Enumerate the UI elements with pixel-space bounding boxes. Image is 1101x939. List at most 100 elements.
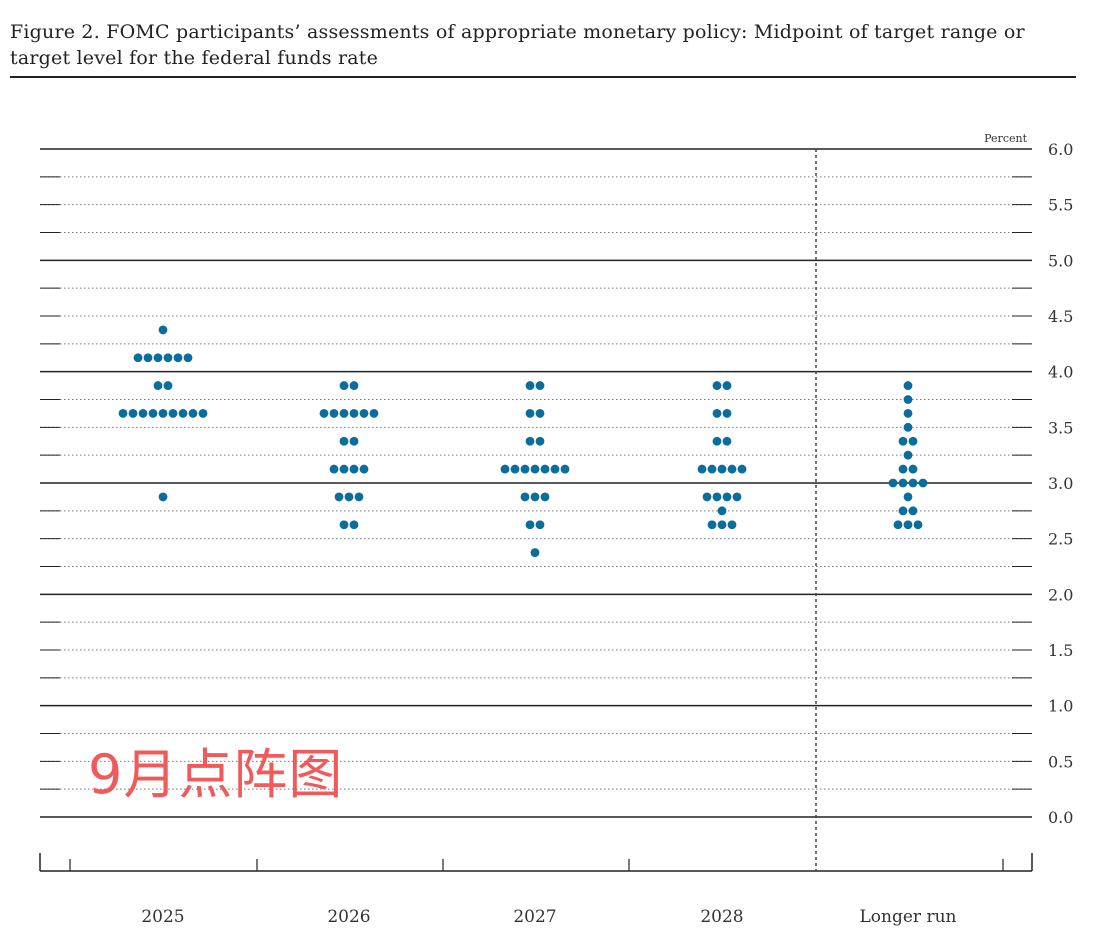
dot-longer-run: [888, 478, 898, 488]
dot-2025: [148, 409, 158, 418]
dot-2025: [158, 492, 168, 502]
y-tick-label: 3.5: [1048, 418, 1073, 437]
x-tick-label: 2026: [327, 907, 370, 927]
figure-title: Figure 2. FOMC participants’ assessments…: [10, 21, 1025, 69]
dot-2027: [535, 381, 545, 390]
dot-2025: [153, 353, 163, 363]
dot-2027: [525, 409, 535, 418]
dot-2027: [500, 464, 510, 474]
y-tick-label: 4.5: [1048, 307, 1073, 326]
y-tick-label: 4.0: [1048, 363, 1073, 382]
dot-2026: [344, 492, 354, 502]
dot-2028: [727, 464, 737, 474]
dot-2027: [525, 381, 535, 390]
dot-2027: [520, 464, 530, 474]
dot-2025: [163, 381, 173, 390]
dot-2026: [349, 436, 359, 446]
y-tick-label: 5.0: [1048, 251, 1073, 270]
y-tick-label: 2.5: [1048, 530, 1073, 549]
y-axis-unit-label: Percent: [984, 132, 1027, 145]
dot-2028: [717, 464, 727, 474]
y-tick-label: 0.0: [1048, 808, 1073, 827]
dot-longer-run: [903, 450, 913, 460]
dot-2026: [349, 409, 359, 418]
dot-longer-run: [898, 436, 908, 446]
dot-2026: [354, 492, 364, 502]
dot-2027: [550, 464, 560, 474]
dot-2028: [722, 409, 732, 418]
dot-2028: [712, 492, 722, 502]
y-tick-label: 0.5: [1048, 752, 1073, 771]
dot-2025: [118, 409, 128, 418]
dot-2025: [158, 325, 168, 335]
dot-2025: [178, 409, 188, 418]
dot-2025: [128, 409, 138, 418]
dot-2025: [133, 353, 143, 363]
dot-longer-run: [903, 381, 913, 390]
y-tick-label: 5.5: [1048, 196, 1073, 215]
dot-2027: [540, 492, 550, 502]
dot-2027: [560, 464, 570, 474]
dot-2028: [722, 436, 732, 446]
dot-2027: [525, 436, 535, 446]
dot-2028: [707, 520, 717, 530]
dot-longer-run: [903, 409, 913, 418]
dot-2027: [535, 520, 545, 530]
dot-2026: [339, 520, 349, 530]
dot-2025: [183, 353, 193, 363]
y-tick-label: 3.0: [1048, 474, 1073, 493]
x-tick-label: 2028: [700, 907, 743, 927]
dot-longer-run: [903, 395, 913, 404]
dot-2026: [349, 381, 359, 390]
dot-longer-run: [908, 506, 918, 516]
dot-2026: [319, 409, 329, 418]
dot-2028: [702, 492, 712, 502]
dot-2026: [339, 436, 349, 446]
dot-2028: [727, 520, 737, 530]
dot-longer-run: [913, 520, 923, 530]
dot-2025: [158, 409, 168, 418]
dot-2026: [329, 464, 339, 474]
dot-2027: [540, 464, 550, 474]
dot-2026: [369, 409, 379, 418]
dot-longer-run: [908, 478, 918, 488]
dot-2027: [510, 464, 520, 474]
dot-2026: [359, 464, 369, 474]
dot-longer-run: [903, 422, 913, 432]
dot-2027: [530, 548, 540, 557]
y-tick-label: 2.0: [1048, 585, 1073, 604]
dot-2026: [349, 520, 359, 530]
dot-2028: [732, 492, 742, 502]
dot-2028: [722, 492, 732, 502]
dot-2028: [712, 436, 722, 446]
dot-2025: [138, 409, 148, 418]
x-tick-label: 2025: [141, 907, 184, 927]
title-rule: [10, 76, 1076, 78]
dot-longer-run: [908, 436, 918, 446]
y-tick-label: 1.5: [1048, 641, 1073, 660]
dot-2026: [339, 381, 349, 390]
dot-longer-run: [898, 464, 908, 474]
dot-longer-run: [908, 464, 918, 474]
dot-2025: [153, 381, 163, 390]
y-tick-label: 1.0: [1048, 697, 1073, 716]
dot-2028: [712, 409, 722, 418]
y-tick-label: 6.0: [1048, 140, 1073, 159]
dot-2025: [188, 409, 198, 418]
dot-2026: [349, 464, 359, 474]
dot-2026: [329, 409, 339, 418]
dot-2028: [712, 381, 722, 390]
dot-2025: [163, 353, 173, 363]
dot-2026: [334, 492, 344, 502]
dot-2026: [359, 409, 369, 418]
dot-2027: [535, 409, 545, 418]
dot-2027: [535, 436, 545, 446]
dot-2026: [339, 464, 349, 474]
dot-2027: [525, 520, 535, 530]
x-tick-label: 2027: [513, 907, 556, 927]
dot-2026: [339, 409, 349, 418]
dot-longer-run: [898, 506, 908, 516]
dot-2028: [737, 464, 747, 474]
dot-longer-run: [903, 520, 913, 530]
dot-2025: [198, 409, 208, 418]
